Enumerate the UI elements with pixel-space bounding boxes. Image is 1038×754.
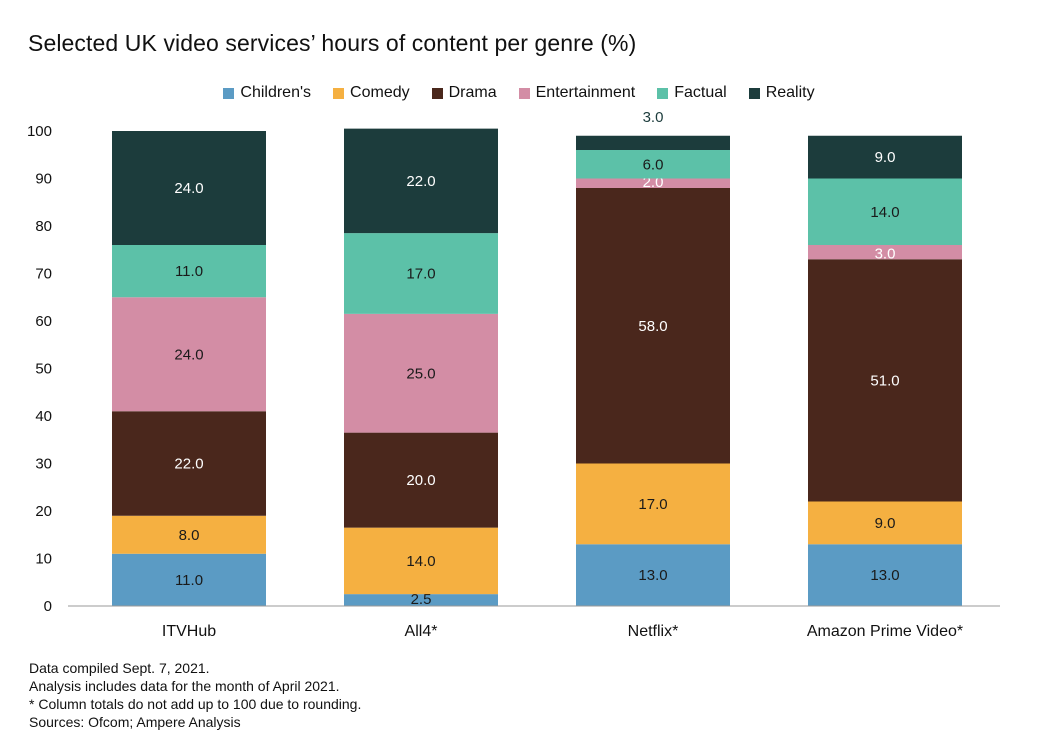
data-label-2-1: 17.0 xyxy=(638,496,667,513)
data-label-0-5: 24.0 xyxy=(174,180,203,197)
data-label-1-0: 2.5 xyxy=(411,591,432,608)
data-label-1-1: 14.0 xyxy=(406,553,435,570)
data-label-0-3: 24.0 xyxy=(174,346,203,363)
x-category-label-2: Netflix* xyxy=(628,623,679,640)
legend-item-drama: Drama xyxy=(431,84,497,102)
note-rounding: * Column totals do not add up to 100 due… xyxy=(29,696,362,712)
legend-swatch-reality xyxy=(748,87,760,99)
y-tick-label-10: 10 xyxy=(35,551,52,568)
y-tick-label-60: 60 xyxy=(35,313,52,330)
bar-segment-2-0 xyxy=(576,544,730,606)
note-sources: Sources: Ofcom; Ampere Analysis xyxy=(29,714,241,730)
data-label-2-5: 3.0 xyxy=(643,109,664,126)
data-label-2-2: 58.0 xyxy=(638,318,667,335)
bar-segment-3-4 xyxy=(808,178,962,245)
data-label-1-2: 20.0 xyxy=(406,472,435,489)
bar-segment-3-2 xyxy=(808,259,962,502)
legend-swatch-comedy xyxy=(333,87,345,99)
y-tick-label-0: 0 xyxy=(44,598,52,615)
legend-item-comedy: Comedy xyxy=(333,84,410,102)
y-tick-label-20: 20 xyxy=(35,503,52,520)
legend-swatch-entertainment xyxy=(518,87,530,99)
bar-segment-3-5 xyxy=(808,135,962,179)
bar-segment-1-0 xyxy=(344,594,498,606)
bar-segment-2-3 xyxy=(576,178,730,188)
bar-segment-2-1 xyxy=(576,463,730,545)
note-analysis-period: Analysis includes data for the month of … xyxy=(29,678,340,694)
bar-segment-1-3 xyxy=(344,313,498,433)
bar-segment-1-2 xyxy=(344,432,498,528)
legend-label-entertainment: Entertainment xyxy=(535,84,636,101)
data-label-0-2: 22.0 xyxy=(174,456,203,473)
y-tick-label-100: 100 xyxy=(27,123,52,140)
legend-label-comedy: Comedy xyxy=(350,84,410,101)
x-category-label-3: Amazon Prime Video* xyxy=(807,623,963,640)
bar-segment-2-4 xyxy=(576,150,730,179)
legend-item-factual: Factual xyxy=(657,84,727,102)
data-label-1-3: 25.0 xyxy=(406,365,435,382)
bar-segment-3-3 xyxy=(808,245,962,260)
data-label-3-3: 3.0 xyxy=(875,245,896,262)
bar-segment-0-0 xyxy=(112,553,266,606)
bar-segment-1-4 xyxy=(344,233,498,314)
chart-title: Selected UK video services’ hours of con… xyxy=(28,30,637,56)
bar-segment-0-3 xyxy=(112,297,266,412)
y-tick-label-70: 70 xyxy=(35,266,52,283)
legend-label-childrens: Children's xyxy=(240,84,312,101)
legend-item-reality: Reality xyxy=(748,84,815,102)
data-label-2-4: 6.0 xyxy=(643,156,664,173)
bar-segment-0-2 xyxy=(112,411,266,516)
bar-segment-0-1 xyxy=(112,515,266,554)
legend-label-factual: Factual xyxy=(674,84,727,101)
y-tick-label-50: 50 xyxy=(35,361,52,378)
bar-segment-1-5 xyxy=(344,128,498,234)
y-tick-label-40: 40 xyxy=(35,408,52,425)
data-label-1-4: 17.0 xyxy=(406,266,435,283)
data-label-3-0: 13.0 xyxy=(870,567,899,584)
legend: Children's Comedy Drama Entertainment Fa… xyxy=(0,84,1038,102)
legend-swatch-childrens xyxy=(223,87,235,99)
legend-label-reality: Reality xyxy=(765,84,815,101)
y-tick-label-30: 30 xyxy=(35,456,52,473)
y-tick-label-80: 80 xyxy=(35,218,52,235)
note-compiled: Data compiled Sept. 7, 2021. xyxy=(29,660,210,676)
data-label-3-4: 14.0 xyxy=(870,204,899,221)
data-label-2-0: 13.0 xyxy=(638,567,667,584)
legend-swatch-drama xyxy=(431,87,443,99)
data-label-3-2: 51.0 xyxy=(870,372,899,389)
data-label-3-1: 9.0 xyxy=(875,515,896,532)
footnotes: Data compiled Sept. 7, 2021. Analysis in… xyxy=(29,659,361,731)
data-label-1-5: 22.0 xyxy=(406,173,435,190)
bar-segment-1-1 xyxy=(344,527,498,595)
bar-segment-2-5 xyxy=(576,135,730,150)
legend-item-childrens: Children's xyxy=(223,84,311,102)
legend-item-entertainment: Entertainment xyxy=(518,84,636,102)
legend-label-drama: Drama xyxy=(448,84,497,101)
data-label-0-0: 11.0 xyxy=(175,572,203,589)
x-category-label-0: ITVHub xyxy=(162,623,216,640)
data-label-0-4: 11.0 xyxy=(175,263,203,280)
bar-segment-3-0 xyxy=(808,544,962,606)
x-category-label-1: All4* xyxy=(405,623,438,640)
y-tick-label-90: 90 xyxy=(35,171,52,188)
bar-segment-3-1 xyxy=(808,501,962,545)
bar-segment-0-5 xyxy=(112,131,266,245)
data-label-0-1: 8.0 xyxy=(179,527,200,544)
stacked-bar-chart: 0 10 20 30 40 50 60 70 80 90 100 11.0 8.0 22.0 24.0 11.… xyxy=(27,109,1000,640)
bar-segment-2-2 xyxy=(576,188,730,464)
data-label-3-5: 9.0 xyxy=(875,149,896,166)
legend-swatch-factual xyxy=(657,87,669,99)
bar-segment-0-4 xyxy=(112,245,266,298)
